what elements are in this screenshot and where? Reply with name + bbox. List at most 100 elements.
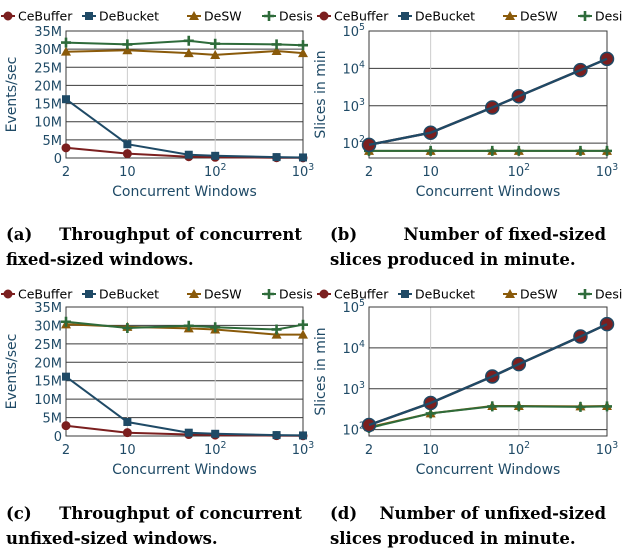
data-point-desw — [271, 45, 282, 55]
caption-c-line1: Throughput of concurrent — [59, 504, 302, 523]
chart-d-svg: CeBufferDeBucketDeSWDesis102103104105210… — [313, 287, 622, 479]
data-point-cebuffer — [361, 137, 377, 153]
plot-frame — [368, 306, 608, 437]
legend-label-desw: DeSW — [204, 287, 242, 302]
x-tick-label: 2 — [365, 165, 373, 180]
x-tick-label: 103 — [292, 162, 315, 180]
legend-item-debucket: DeBucket — [82, 287, 159, 302]
data-point-desis — [298, 319, 308, 330]
series-debucket — [62, 95, 307, 162]
data-point-desis — [183, 320, 194, 331]
data-point-cebuffer — [61, 143, 71, 153]
y-axis-title: Slices in min — [313, 327, 329, 415]
caption-c-line2: unfixed-sized windows. — [6, 529, 218, 548]
y-tick-label: 104 — [343, 59, 366, 77]
series-cebuffer — [61, 143, 308, 163]
caption-b: (b) Number of fixed-sized slices produced… — [330, 222, 606, 272]
caption-a-line2: fixed-sized windows. — [6, 250, 194, 269]
chart-b-svg: CeBufferDeBucketDeSWDesis102103104105210… — [313, 9, 622, 201]
legend-marker-cebuffer — [3, 289, 13, 299]
legend-label-desw: DeSW — [520, 9, 558, 24]
grid-b: 102 103 104 105 2 10 102 103 — [343, 22, 619, 180]
series-debucket — [368, 323, 608, 427]
x-axis-title: Concurrent Windows — [416, 184, 561, 200]
caption-b-line2: slices produced in minute. — [330, 250, 576, 269]
legend-item-cebuffer: CeBuffer — [317, 287, 389, 302]
x-tick-label: 102 — [204, 440, 227, 458]
legend-marker-debucket — [401, 290, 409, 298]
data-point-debucket — [62, 95, 70, 104]
data-point-debucket — [272, 153, 281, 162]
y-tick-label: 25M — [34, 61, 62, 76]
legend-marker-desw — [505, 11, 515, 20]
data-point-desw — [122, 45, 133, 55]
legend-a: CeBuffer DeBucket DeSW Desis — [1, 9, 313, 24]
legend-item-desw: DeSW — [187, 9, 242, 24]
caption-d: (d) Number of unfixed-sized slices produc… — [330, 501, 606, 551]
data-point-debucket — [299, 153, 307, 162]
series-line-desw — [65, 49, 304, 56]
data-point-desw — [61, 46, 71, 56]
series-cebuffer — [361, 51, 615, 153]
legend-label-cebuffer: CeBuffer — [334, 287, 389, 302]
legend-marker-debucket — [85, 12, 93, 20]
y-axis-title: Events/sec — [4, 334, 20, 410]
data-point-desis — [487, 401, 498, 412]
legend-b: CeBuffer DeBucket DeSW Desis — [317, 9, 622, 24]
legend-marker-cebuffer — [3, 11, 13, 21]
caption-c-label: (c) — [6, 504, 32, 523]
data-point-cebuffer — [122, 428, 132, 438]
legend-marker-desw — [189, 289, 199, 298]
data-point-debucket — [299, 431, 307, 440]
x-tick-label: 2 — [62, 443, 70, 458]
series-debucket — [368, 57, 608, 146]
series-line-debucket — [368, 57, 608, 146]
caption-a-label: (a) — [6, 225, 33, 244]
x-tick-label: 103 — [596, 162, 619, 180]
chart-panel-d: CeBufferDeBucketDeSWDesis102103104105210… — [311, 280, 622, 490]
caption-a: (a) Throughput of concurrent fixed-sized … — [6, 222, 302, 272]
x-tick-label: 10 — [119, 443, 136, 458]
legend-item-desis: Desis — [262, 287, 313, 302]
x-tick-label: 102 — [204, 162, 227, 180]
y-tick-label: 10M — [34, 116, 62, 131]
chart-panel-b: CeBufferDeBucketDeSWDesis102103104105210… — [311, 0, 622, 210]
legend-item-debucket: DeBucket — [398, 9, 475, 24]
data-point-desis — [575, 401, 586, 412]
y-tick-label: 30M — [34, 319, 62, 334]
legend-marker-cebuffer — [319, 289, 329, 299]
y-tick-label: 0 — [54, 152, 62, 167]
legend-marker-desis — [580, 289, 590, 299]
legend-c: CeBuffer DeBucket DeSW Desis — [1, 287, 313, 302]
legend-label-desis: Desis — [595, 287, 622, 302]
caption-d-line2: slices produced in minute. — [330, 529, 576, 548]
data-point-desis — [271, 324, 282, 335]
legend-label-cebuffer: CeBuffer — [334, 9, 389, 24]
x-tick-label: 10 — [422, 165, 439, 180]
x-tick-label: 103 — [596, 440, 619, 458]
data-point-desis — [602, 401, 612, 412]
y-tick-label: 103 — [343, 97, 366, 115]
y-tick-label: 10M — [34, 393, 62, 408]
x-tick-label: 103 — [292, 440, 315, 458]
series-line-debucket — [368, 323, 608, 427]
chart-panel-c: CeBuffer DeBucket DeSW Desis 0 5M 10M 15M 20M 25M… — [0, 280, 314, 490]
series-desis — [61, 316, 308, 335]
legend-marker-debucket — [401, 12, 409, 20]
data-point-desis — [122, 39, 133, 50]
data-point-desis — [122, 323, 133, 334]
y-tick-label: 35M — [34, 25, 62, 40]
y-tick-label: 102 — [343, 421, 366, 439]
legend-marker-debucket — [85, 290, 93, 298]
x-tick-label: 102 — [508, 440, 531, 458]
data-point-cebuffer — [361, 417, 377, 433]
legend-d: CeBuffer DeBucket DeSW Desis — [317, 287, 622, 302]
y-tick-label: 25M — [34, 338, 62, 353]
legend-label-desis: Desis — [595, 9, 622, 24]
x-tick-label: 102 — [508, 162, 531, 180]
series-desis — [61, 35, 308, 51]
legend-item-debucket: DeBucket — [398, 287, 475, 302]
caption-b-label: (b) — [330, 225, 358, 244]
data-point-desis — [271, 39, 282, 50]
plot-frame — [368, 30, 608, 159]
